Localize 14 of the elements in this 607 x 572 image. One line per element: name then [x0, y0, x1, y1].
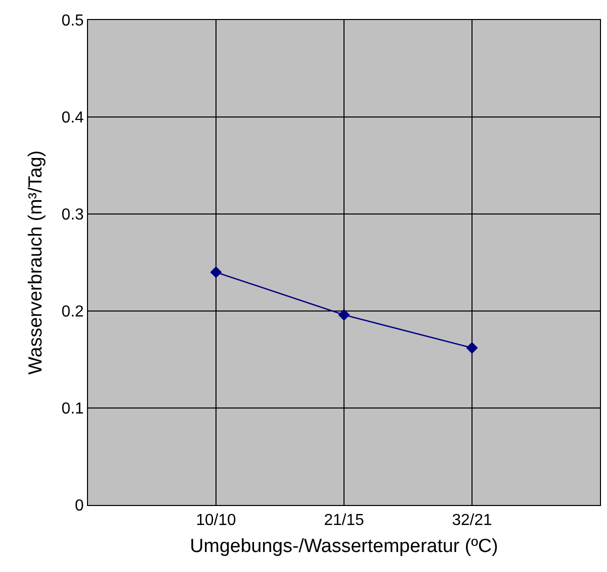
y-tick-label: 0.1	[62, 400, 84, 418]
y-tick-label: 0	[74, 498, 84, 515]
point	[210, 266, 222, 278]
y-tick-label: 0.3	[62, 206, 84, 224]
x-axis-title: Umgebungs-/Wassertemperatur (ºC)	[190, 536, 498, 557]
y-tick-label: 0.4	[62, 110, 84, 127]
x-tick-label: 10/10	[196, 512, 236, 530]
y-tick-label: 0.5	[62, 12, 84, 30]
y-axis-title: Wasserverbrauch (m³/Tag)	[25, 150, 46, 375]
x-tick-label: 21/15	[324, 512, 364, 530]
x-tick-label: 32/21	[452, 512, 492, 530]
point	[338, 309, 350, 321]
y-tick-label: 0.2	[62, 304, 84, 321]
point	[466, 342, 478, 354]
